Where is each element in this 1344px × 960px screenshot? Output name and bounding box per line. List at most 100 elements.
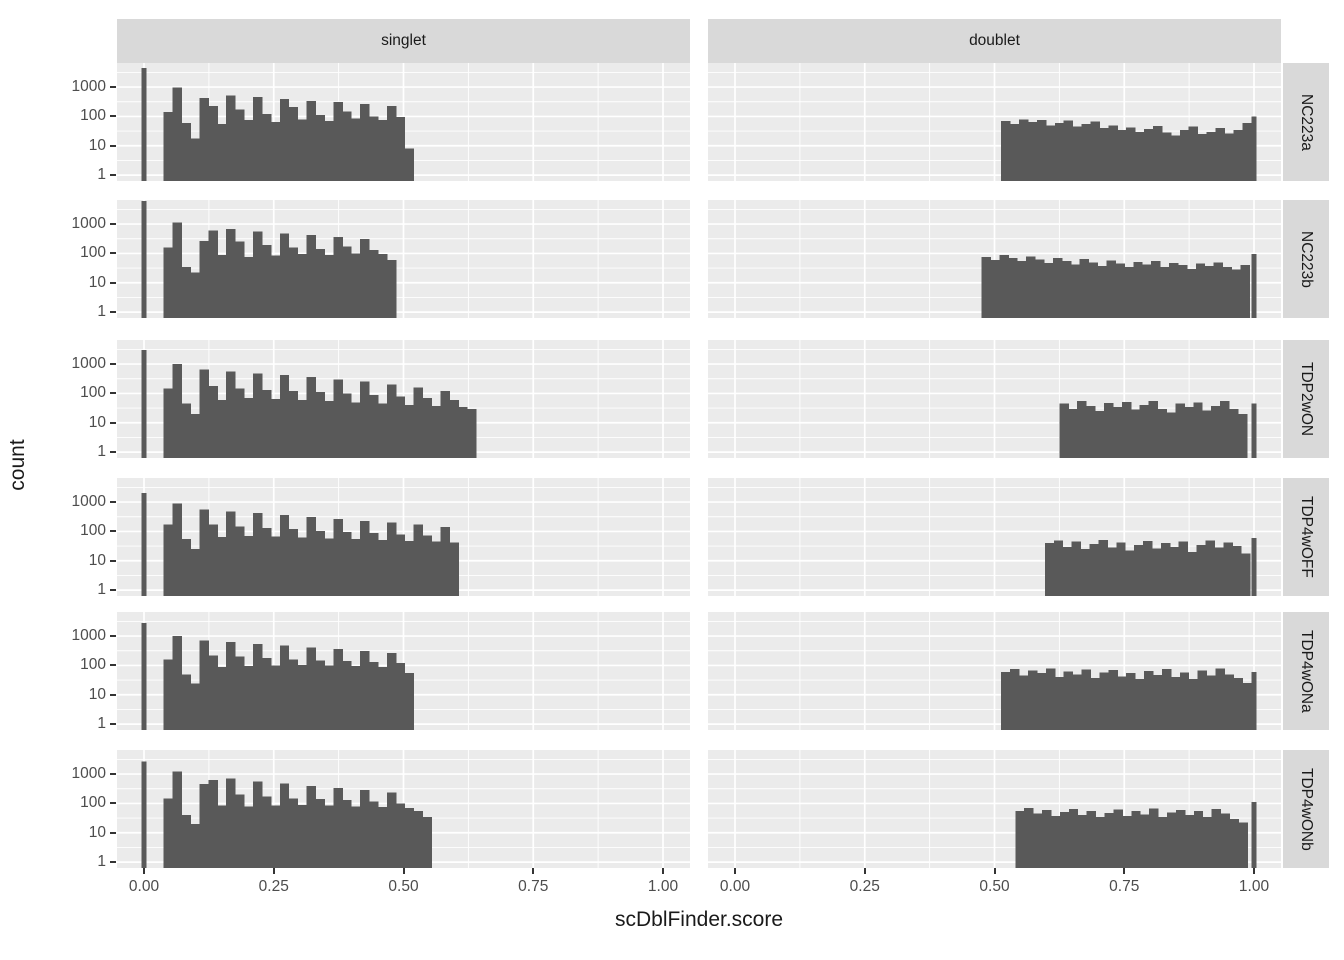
x-tick-label: 0.00: [719, 878, 751, 895]
y-tick-label: 100: [80, 384, 106, 402]
y-tick-mark: [110, 530, 116, 533]
x-tick-mark: [402, 868, 405, 874]
histogram-bars: [1044, 537, 1257, 596]
panel-NC223b-doublet: [708, 200, 1281, 318]
y-tick-label: 10: [88, 136, 106, 154]
histogram-bars: [1059, 401, 1257, 458]
facet-strip-NC223a: NC223a: [1283, 63, 1329, 181]
x-tick-label: 0.75: [518, 878, 549, 895]
histogram-bars: [141, 761, 433, 868]
y-tick-mark: [110, 451, 116, 454]
histogram-bars: [1001, 116, 1257, 181]
x-tick-label: 0.75: [1109, 878, 1140, 895]
y-tick-mark: [110, 223, 116, 226]
x-tick-label: 0.25: [849, 878, 880, 895]
facet-strip-doublet: doublet: [708, 19, 1281, 63]
panel-TDP2wON-doublet: [708, 340, 1281, 458]
y-tick-mark: [110, 311, 116, 314]
y-tick-mark: [110, 174, 116, 177]
x-tick-label: 1.00: [1238, 878, 1270, 895]
x-tick-label: 0.25: [258, 878, 289, 895]
x-tick-label: 0.50: [979, 878, 1010, 895]
panel-TDP4wONa-doublet: [708, 612, 1281, 730]
x-tick-mark: [1253, 868, 1255, 874]
y-tick-label: 1: [97, 853, 106, 871]
histogram-bars: [141, 67, 415, 181]
y-tick-mark: [110, 635, 116, 638]
histogram-bars: [141, 201, 397, 318]
y-tick-label: 10: [88, 685, 106, 703]
y-tick-mark: [110, 831, 116, 834]
y-tick-mark: [110, 252, 116, 255]
histogram-bars: [981, 254, 1257, 318]
x-tick-mark: [863, 868, 866, 874]
x-tick-mark: [1123, 868, 1126, 874]
y-tick-label: 100: [80, 794, 106, 812]
y-tick-mark: [110, 589, 116, 592]
x-tick-mark: [993, 868, 996, 874]
y-tick-label: 10: [88, 551, 106, 569]
facet-strip-TDP4wONa: TDP4wONa: [1283, 612, 1329, 730]
panel-NC223a-singlet: [117, 63, 690, 181]
y-tick-mark: [110, 363, 116, 366]
y-tick-mark: [110, 392, 116, 395]
y-tick-mark: [110, 664, 116, 667]
y-tick-label: 10: [88, 823, 106, 841]
y-tick-mark: [110, 559, 116, 562]
x-tick-mark: [662, 868, 664, 874]
facet-strip-TDP2wON: TDP2wON: [1283, 340, 1329, 458]
facet-strip-TDP4wOFF: TDP4wOFF: [1283, 478, 1329, 596]
y-tick-mark: [110, 421, 116, 424]
y-tick-mark: [110, 802, 116, 805]
y-tick-mark: [110, 723, 116, 726]
y-tick-mark: [110, 693, 116, 696]
histogram-bars: [1015, 802, 1257, 868]
y-tick-label: 10: [88, 413, 106, 431]
panel-TDP4wOFF-singlet: [117, 478, 690, 596]
y-tick-label: 10: [88, 273, 106, 291]
y-tick-mark: [110, 501, 116, 504]
y-tick-label: 100: [80, 522, 106, 540]
panel-TDP4wONa-singlet: [117, 612, 690, 730]
y-tick-mark: [110, 86, 116, 89]
histogram-bars: [141, 493, 459, 596]
x-tick-label: 0.00: [128, 878, 160, 895]
panel-TDP4wOFF-doublet: [708, 478, 1281, 596]
y-tick-label: 1: [97, 715, 106, 733]
panel-TDP2wON-singlet: [117, 340, 690, 458]
y-tick-label: 100: [80, 656, 106, 674]
panel-NC223a-doublet: [708, 63, 1281, 181]
y-tick-label: 100: [80, 244, 106, 262]
panel-TDP4wONb-doublet: [708, 750, 1281, 868]
y-tick-mark: [110, 281, 116, 284]
y-tick-mark: [110, 773, 116, 776]
y-tick-label: 1000: [71, 627, 106, 645]
x-tick-mark: [272, 868, 275, 874]
y-tick-mark: [110, 144, 116, 147]
x-tick-mark: [143, 868, 145, 874]
histogram-bars: [141, 350, 477, 458]
facet-strip-TDP4wONb: TDP4wONb: [1283, 750, 1329, 868]
y-tick-label: 1: [97, 443, 106, 461]
facet-strip-singlet: singlet: [117, 19, 690, 63]
y-tick-label: 1: [97, 303, 106, 321]
panel-NC223b-singlet: [117, 200, 690, 318]
y-tick-label: 1: [97, 166, 106, 184]
x-tick-label: 0.50: [388, 878, 419, 895]
histogram-bars: [1001, 668, 1257, 730]
x-tick-mark: [532, 868, 535, 874]
y-tick-mark: [110, 115, 116, 118]
y-tick-label: 1: [97, 581, 106, 599]
panel-TDP4wONb-singlet: [117, 750, 690, 868]
facet-strip-NC223b: NC223b: [1283, 200, 1329, 318]
y-tick-mark: [110, 861, 116, 864]
x-tick-label: 1.00: [647, 878, 679, 895]
y-tick-label: 1000: [71, 765, 106, 783]
x-axis-title: scDblFinder.score: [614, 908, 784, 931]
y-tick-label: 1000: [71, 215, 106, 233]
y-tick-label: 1000: [71, 355, 106, 373]
y-tick-label: 1000: [71, 493, 106, 511]
y-tick-label: 1000: [71, 78, 106, 96]
y-tick-label: 100: [80, 107, 106, 125]
